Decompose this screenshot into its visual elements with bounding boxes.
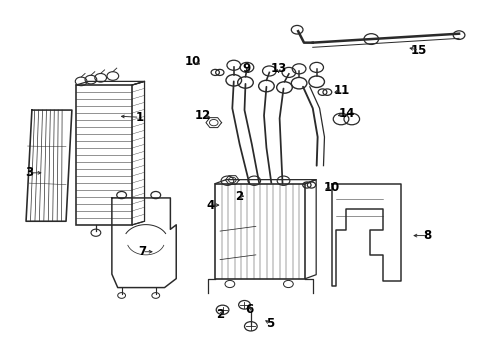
Text: 1: 1 — [135, 111, 143, 124]
Text: 8: 8 — [422, 229, 430, 242]
Bar — [76, 85, 132, 225]
Text: 7: 7 — [138, 245, 146, 258]
Text: 9: 9 — [243, 62, 250, 75]
Text: 11: 11 — [333, 84, 349, 97]
Text: 6: 6 — [245, 303, 253, 316]
Text: 10: 10 — [324, 181, 340, 194]
Text: 3: 3 — [25, 166, 33, 179]
Text: 10: 10 — [185, 55, 201, 68]
Text: 14: 14 — [338, 107, 354, 120]
Text: 2: 2 — [235, 190, 243, 203]
Text: 12: 12 — [195, 109, 211, 122]
Text: 15: 15 — [410, 44, 427, 57]
Bar — [215, 184, 305, 279]
Text: 2: 2 — [216, 308, 224, 321]
Text: 5: 5 — [265, 317, 274, 330]
Text: 4: 4 — [206, 199, 214, 212]
Text: 13: 13 — [270, 62, 286, 75]
